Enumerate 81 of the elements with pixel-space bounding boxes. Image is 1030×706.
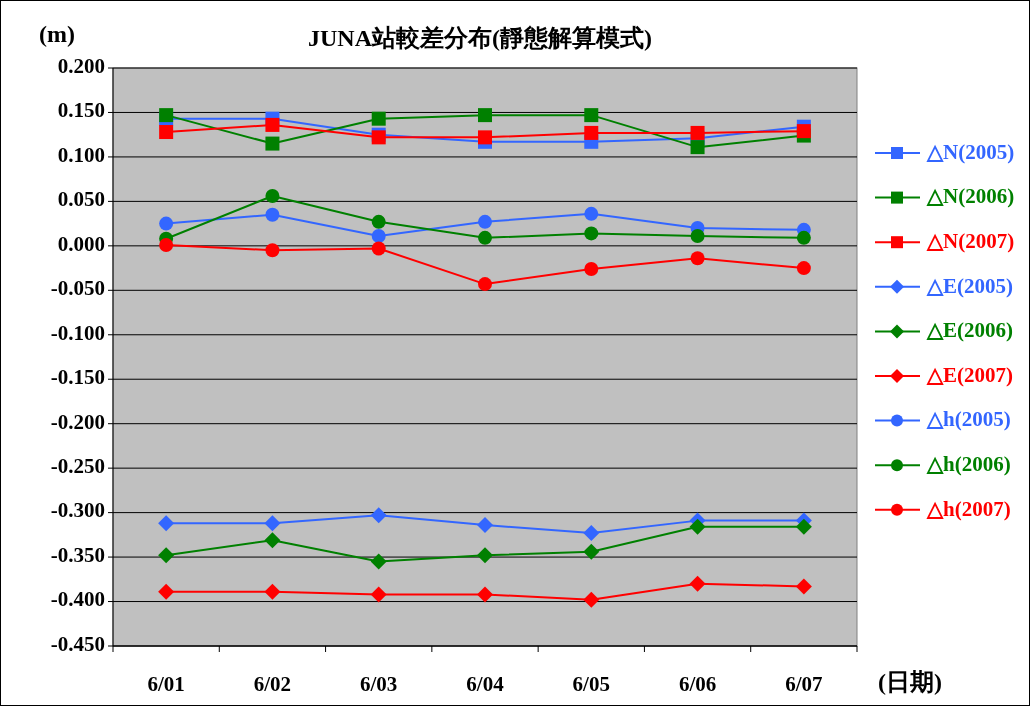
legend-label: △N(2006) [926, 184, 1015, 209]
y-tick-label: 0.200 [57, 53, 105, 78]
chart-title: JUNA站較差分布(靜態解算模式) [308, 24, 652, 51]
x-tick-label: 6/07 [785, 671, 823, 696]
legend-label: △N(2007) [926, 229, 1015, 254]
legend-label: △h(2006) [926, 452, 1011, 477]
x-tick-label: 6/06 [678, 671, 717, 696]
y-tick-label: -0.100 [50, 320, 105, 345]
x-tick-label: 6/02 [253, 671, 292, 696]
point [477, 586, 493, 603]
point [583, 543, 600, 560]
y-tick-label: 0.150 [57, 98, 105, 123]
point [159, 125, 174, 140]
y-axis-title: (m) [39, 20, 75, 47]
legend-label: △E(2006) [926, 318, 1013, 343]
point [265, 117, 280, 132]
point [796, 124, 811, 139]
point [690, 251, 705, 266]
x-tick-label: 6/04 [466, 671, 505, 696]
y-tick-label: -0.300 [50, 498, 105, 523]
point [583, 525, 600, 542]
point [158, 583, 175, 600]
legend-label: △h(2007) [926, 496, 1011, 521]
legend-label: △N(2005) [926, 139, 1015, 164]
point [265, 136, 280, 151]
point [264, 515, 281, 532]
y-tick-label: 0.100 [57, 142, 105, 167]
point [371, 111, 386, 126]
point [478, 130, 492, 145]
point [158, 547, 175, 564]
y-tick-label: -0.250 [50, 453, 105, 478]
point [584, 226, 599, 241]
point [265, 189, 280, 204]
point [796, 261, 811, 276]
point [477, 517, 493, 534]
y-tick-label: -0.400 [50, 587, 105, 612]
point [159, 216, 174, 231]
point [795, 518, 812, 535]
point [371, 214, 386, 229]
point [689, 518, 706, 535]
point [265, 207, 280, 222]
point [478, 214, 492, 229]
x-axis-title: (日期) [878, 668, 942, 695]
point [583, 591, 600, 608]
point [478, 108, 492, 123]
x-tick-label: 6/03 [360, 671, 398, 696]
point [158, 515, 175, 532]
legend-label: △h(2005) [926, 407, 1011, 432]
point [264, 532, 281, 549]
point [478, 277, 492, 292]
point [584, 206, 599, 221]
point [584, 125, 599, 140]
x-tick-label: 6/05 [572, 671, 610, 696]
point [159, 237, 174, 252]
point [584, 261, 599, 276]
point [370, 507, 387, 524]
y-tick-label: -0.350 [50, 542, 105, 567]
y-tick-label: -0.050 [50, 276, 105, 301]
point [477, 547, 493, 564]
y-tick-label: -0.450 [50, 631, 105, 656]
point [478, 230, 492, 245]
point [264, 583, 281, 600]
y-tick-label: 0.000 [57, 231, 105, 256]
x-tick-label: 6/01 [147, 671, 185, 696]
point [370, 553, 387, 570]
point [796, 230, 811, 245]
point [371, 241, 386, 256]
y-tick-label: 0.050 [57, 187, 105, 212]
point [371, 229, 386, 244]
legend-label: △E(2007) [926, 362, 1013, 387]
point [690, 125, 705, 140]
y-tick-label: -0.150 [50, 365, 105, 390]
point [795, 578, 812, 595]
point [584, 108, 599, 123]
point [265, 243, 280, 258]
point [690, 140, 705, 155]
legend-label: △E(2005) [926, 273, 1013, 298]
point [690, 229, 705, 244]
point [689, 575, 706, 592]
point [370, 586, 387, 603]
y-tick-label: -0.200 [50, 409, 105, 434]
